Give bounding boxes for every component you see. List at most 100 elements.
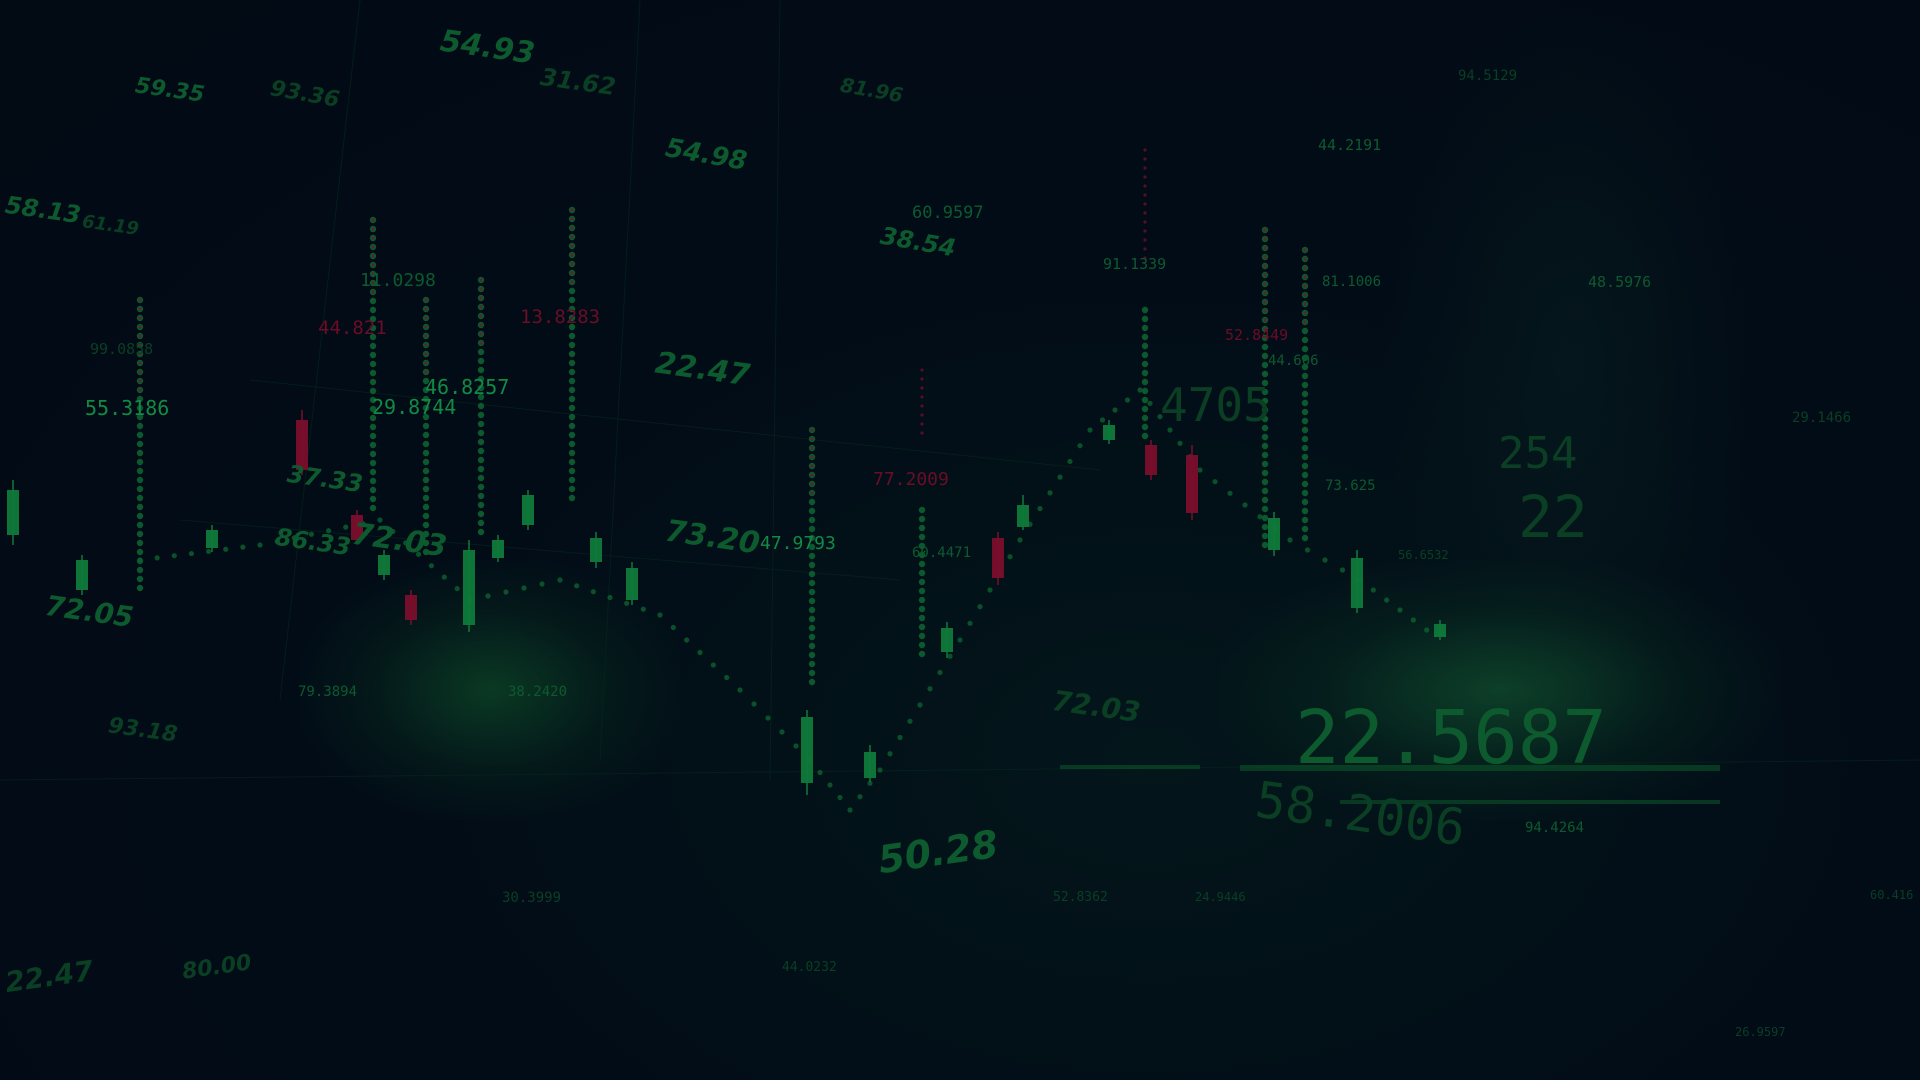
wick-dot	[477, 510, 485, 518]
wick-dot	[570, 253, 574, 257]
wick-dot	[568, 395, 576, 403]
price-dot	[987, 587, 993, 593]
price-dot	[171, 553, 177, 559]
wick-dot	[424, 298, 428, 302]
wick-dot	[568, 467, 576, 475]
wick-dot	[479, 287, 483, 291]
wick-dot	[1303, 302, 1307, 306]
floating-number: 29.1466	[1792, 410, 1852, 426]
wick-dot	[136, 521, 144, 529]
wick-dot	[477, 438, 485, 446]
wick-dot	[568, 458, 576, 466]
grid-line	[599, 0, 641, 761]
wick-dot	[1143, 193, 1147, 197]
wick-dot	[1261, 460, 1269, 468]
wick-dot	[369, 423, 377, 431]
wick-dot	[570, 262, 574, 266]
wick-dot	[1261, 334, 1269, 342]
wick-dot	[138, 379, 142, 383]
wick-dot	[424, 307, 428, 311]
wick-dot	[136, 476, 144, 484]
wick-dot	[422, 404, 430, 412]
wick-dot	[479, 314, 483, 318]
wick-dot	[369, 450, 377, 458]
price-dot	[1242, 502, 1248, 508]
price-dot	[793, 743, 799, 749]
wick-dot	[1261, 352, 1269, 360]
wick-dot	[1301, 435, 1309, 443]
floating-number: 44.0232	[782, 960, 837, 975]
bull-candle	[1103, 425, 1115, 440]
wick-dot	[422, 485, 430, 493]
floating-number: 4705	[1160, 378, 1271, 432]
wick-dot	[1303, 248, 1307, 252]
wick-dot	[1261, 541, 1269, 549]
price-dot	[1147, 400, 1153, 406]
wick-dot	[1261, 406, 1269, 414]
wick-dot	[808, 588, 816, 596]
wick-dot	[568, 476, 576, 484]
wick-dot	[422, 467, 430, 475]
wick-dot	[1263, 273, 1267, 277]
wick-dot	[477, 384, 485, 392]
price-dot	[847, 807, 853, 813]
bear-candle	[405, 595, 417, 620]
wick-dot	[138, 298, 142, 302]
wick-dot	[568, 494, 576, 502]
wick-dot	[1301, 489, 1309, 497]
floating-number: 11.0298	[360, 270, 436, 291]
wick-dot	[138, 325, 142, 329]
wick-dot	[138, 352, 142, 356]
wick-dot	[568, 359, 576, 367]
wick-dot	[1261, 388, 1269, 396]
wick-dot	[1301, 327, 1309, 335]
wick-dot	[422, 413, 430, 421]
wick-dot	[1261, 523, 1269, 531]
grid-line	[0, 759, 1920, 781]
price-dot	[670, 624, 676, 631]
bull-candle	[522, 495, 534, 525]
wick-dot	[1143, 148, 1147, 152]
wick-dot	[568, 287, 576, 295]
wick-dot	[136, 458, 144, 466]
price-dot	[927, 686, 933, 692]
wick-dot	[138, 370, 142, 374]
floating-number: 79.3894	[298, 684, 358, 700]
wick-dot	[1301, 462, 1309, 470]
price-dot	[325, 528, 332, 534]
wick-dot	[810, 473, 814, 477]
price-dot	[415, 551, 422, 557]
wick-dot	[1261, 370, 1269, 378]
price-dot	[1037, 505, 1043, 512]
floating-number: 81.1006	[1322, 274, 1382, 290]
price-dot	[403, 540, 409, 546]
price-dot	[1007, 554, 1013, 560]
wick-dot	[810, 455, 814, 459]
floating-number: 38.2420	[508, 684, 568, 700]
wick-dot	[1263, 309, 1267, 313]
wick-dot	[369, 342, 377, 350]
wick-dot	[568, 422, 576, 430]
wick-dot	[369, 405, 377, 413]
wick-dot	[1261, 487, 1269, 495]
grid-line	[279, 0, 361, 701]
wick-dot	[1301, 516, 1309, 524]
wick-dot	[810, 491, 814, 495]
bull-candle	[864, 752, 876, 778]
wick-dot	[136, 413, 144, 421]
bull-candle	[626, 568, 638, 600]
wick-dot	[369, 495, 377, 503]
wick-dot	[477, 465, 485, 473]
wick-dot	[810, 446, 814, 450]
wick-dot	[1143, 256, 1147, 260]
wick-dot	[422, 521, 430, 529]
volume-strip	[1240, 765, 1720, 771]
wick-dot	[422, 386, 430, 394]
price-dot	[521, 585, 527, 591]
floating-number: 56.6532	[1398, 548, 1449, 562]
price-dot	[1067, 458, 1073, 465]
bear-candle	[992, 538, 1004, 578]
wick-dot	[477, 456, 485, 464]
wick-dot	[1263, 255, 1267, 259]
wick-dot	[371, 254, 375, 258]
